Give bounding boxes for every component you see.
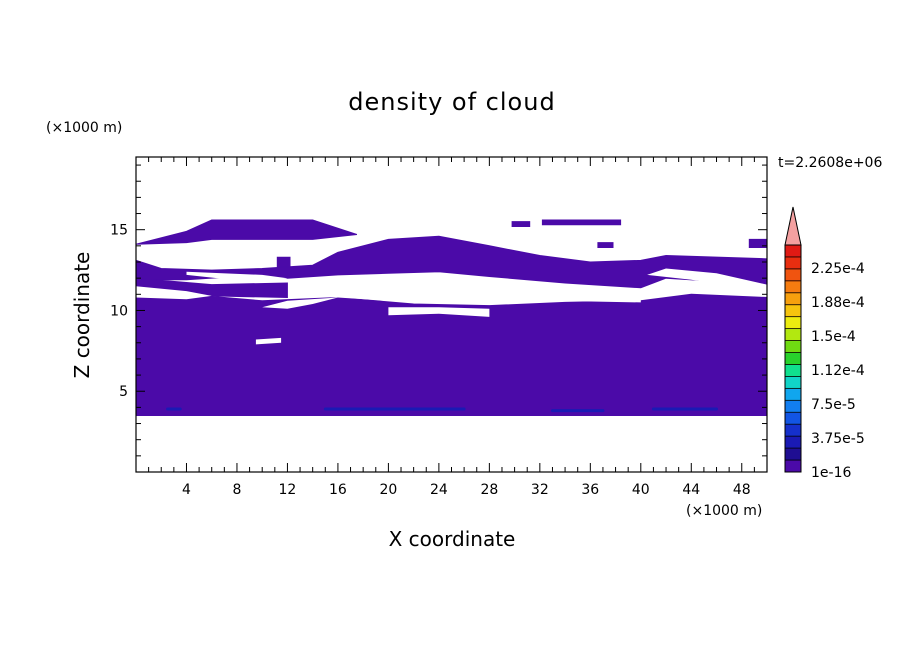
x-tick-label-8: 8 — [232, 482, 241, 498]
x-tick-label-40: 40 — [632, 482, 650, 498]
colorbar-label-3: 1.12e-4 — [811, 363, 865, 379]
x-tick-label-4: 4 — [182, 482, 191, 498]
gap-mid-9 — [388, 307, 490, 317]
cloud-band-middle — [135, 285, 768, 416]
y-tick-label-5: 5 — [119, 384, 128, 400]
colorbar-swatch-17 — [785, 256, 801, 270]
colorbar-swatch-2 — [785, 436, 801, 449]
cloud-patch-34 — [541, 219, 622, 226]
colorbar-label-4: 1.5e-4 — [811, 329, 856, 345]
colorbar-label-5: 1.88e-4 — [811, 295, 865, 311]
cloud-band-top-left — [135, 219, 358, 245]
x-tick-label-24: 24 — [430, 482, 448, 498]
colorbar-label-6: 2.25e-4 — [811, 261, 865, 277]
x-tick-label-48: 48 — [733, 482, 751, 498]
gap-9 — [255, 337, 282, 345]
colorbar-swatch-5 — [785, 400, 801, 413]
gap-12 — [312, 284, 490, 304]
colorbar-swatch-8 — [785, 364, 801, 377]
colorbar-swatch-1 — [785, 448, 801, 461]
x-tick-label-20: 20 — [379, 482, 397, 498]
colorbar-swatch-0 — [785, 460, 801, 473]
x-tick-label-44: 44 — [682, 482, 700, 498]
colorbar-label-2: 7.5e-5 — [811, 397, 856, 413]
gap-left-12 — [186, 271, 288, 283]
x-tick-label-32: 32 — [531, 482, 549, 498]
colorbar-swatch-16 — [785, 268, 801, 282]
y-tick-label-10: 10 — [110, 303, 128, 319]
x-tick-label-36: 36 — [581, 482, 599, 498]
cloud-patch-37 — [597, 242, 614, 248]
colorbar-swatch-4 — [785, 412, 801, 425]
cloud-patch-12 — [276, 256, 291, 268]
x-axis-label: X coordinate — [0, 527, 904, 551]
x-tick-label-28: 28 — [480, 482, 498, 498]
colorbar-swatch-11 — [785, 328, 801, 342]
cloud-band-upper — [135, 235, 768, 292]
colorbar-swatch-18 — [785, 245, 801, 258]
colorbar-swatch-10 — [785, 340, 801, 354]
colorbar-swatch-14 — [785, 292, 801, 306]
x-tick-label-12: 12 — [279, 482, 297, 498]
colorbar-swatch-15 — [785, 280, 801, 294]
colorbar-swatch-12 — [785, 316, 801, 330]
colorbar-label-0: 1e-16 — [811, 465, 851, 481]
gap-18 — [499, 278, 641, 303]
colorbar-swatch-7 — [785, 376, 801, 389]
x-axis-label-text: X coordinate — [388, 527, 516, 551]
time-label: t=2.2608e+06 — [778, 155, 883, 171]
x-unit-label: (×1000 m) — [686, 503, 763, 519]
colorbar-swatch-6 — [785, 388, 801, 401]
colorbar-extend-arrow — [784, 206, 802, 246]
colorbar-swatch-13 — [785, 304, 801, 318]
colorbar-label-1: 3.75e-5 — [811, 431, 865, 447]
cloud-patch-31 — [511, 221, 531, 227]
colorbar-swatch-3 — [785, 424, 801, 437]
y-tick-label-15: 15 — [110, 223, 128, 239]
z-unit-label: (×1000 m) — [46, 120, 123, 136]
colorbar-swatch-9 — [785, 352, 801, 365]
gap-right-12 — [647, 268, 767, 295]
gap-mid-10 — [262, 297, 338, 309]
chart-title: density of cloud — [348, 88, 556, 116]
x-tick-label-16: 16 — [329, 482, 347, 498]
gap-left-10 — [136, 286, 212, 300]
